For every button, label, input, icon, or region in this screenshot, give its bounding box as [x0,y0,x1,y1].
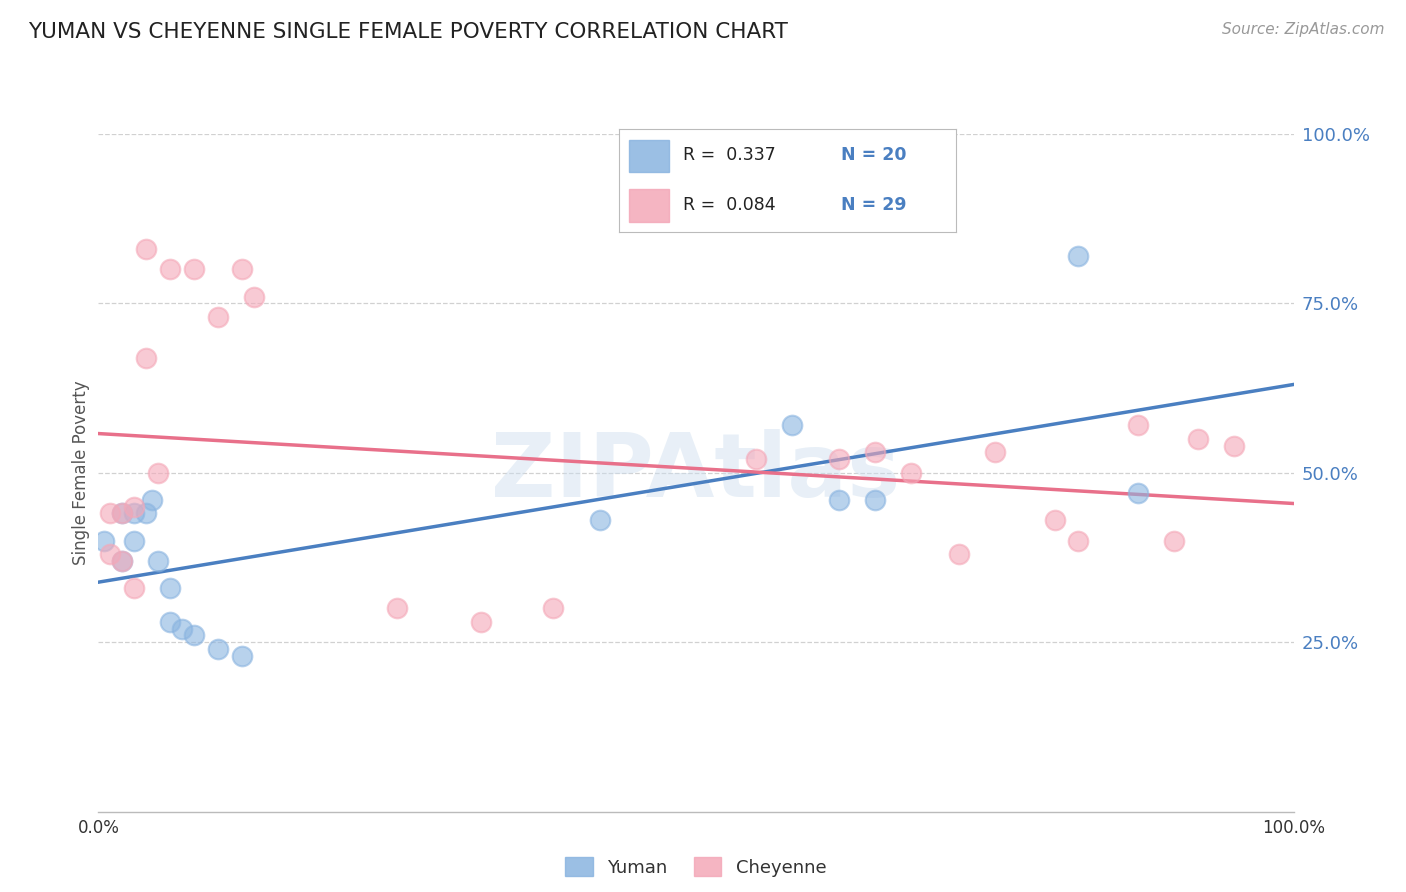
Point [124,507,146,521]
Point [1222,439,1246,453]
Point [111,507,134,521]
Point [1067,533,1090,548]
Point [111,507,134,521]
Point [135,242,157,256]
Point [124,533,146,548]
Bar [628,189,669,221]
Point [1067,249,1090,263]
Point [470,615,492,629]
Point [900,466,922,480]
Point [207,642,229,657]
Point [1043,513,1066,527]
Point [207,310,229,324]
Point [124,581,146,595]
Point [231,648,253,663]
Point [948,547,970,561]
Point [111,554,134,568]
Point [863,492,887,507]
Point [828,452,851,467]
Point [111,554,134,568]
Point [828,492,851,507]
Point [124,500,146,514]
Point [135,351,157,365]
Point [1163,533,1185,548]
Point [159,262,181,277]
Point [541,601,564,615]
Point [780,418,803,433]
Text: R =  0.084: R = 0.084 [683,195,775,214]
Point [135,507,157,521]
Point [93,533,115,548]
Point [231,262,253,277]
Point [183,628,205,642]
Point [98,547,122,561]
Point [1128,486,1150,500]
Point [172,622,194,636]
Point [984,445,1007,459]
Point [863,445,887,459]
Text: ZIPAtlas: ZIPAtlas [491,429,901,516]
Point [159,581,181,595]
Text: N = 20: N = 20 [841,146,907,164]
Point [243,289,266,303]
Text: R =  0.337: R = 0.337 [683,146,776,164]
Point [385,601,409,615]
Text: YUMAN VS CHEYENNE SINGLE FEMALE POVERTY CORRELATION CHART: YUMAN VS CHEYENNE SINGLE FEMALE POVERTY … [28,22,787,42]
Point [148,466,170,480]
Point [141,492,163,507]
Legend: Yuman, Cheyenne: Yuman, Cheyenne [558,850,834,884]
Point [148,554,170,568]
Text: Source: ZipAtlas.com: Source: ZipAtlas.com [1222,22,1385,37]
Point [183,262,205,277]
Text: N = 29: N = 29 [841,195,907,214]
Point [745,452,768,467]
Point [98,507,122,521]
Point [159,615,181,629]
Point [1187,432,1209,446]
Point [589,513,612,527]
Bar [628,139,669,172]
Point [1128,418,1150,433]
Y-axis label: Single Female Poverty: Single Female Poverty [72,381,90,565]
